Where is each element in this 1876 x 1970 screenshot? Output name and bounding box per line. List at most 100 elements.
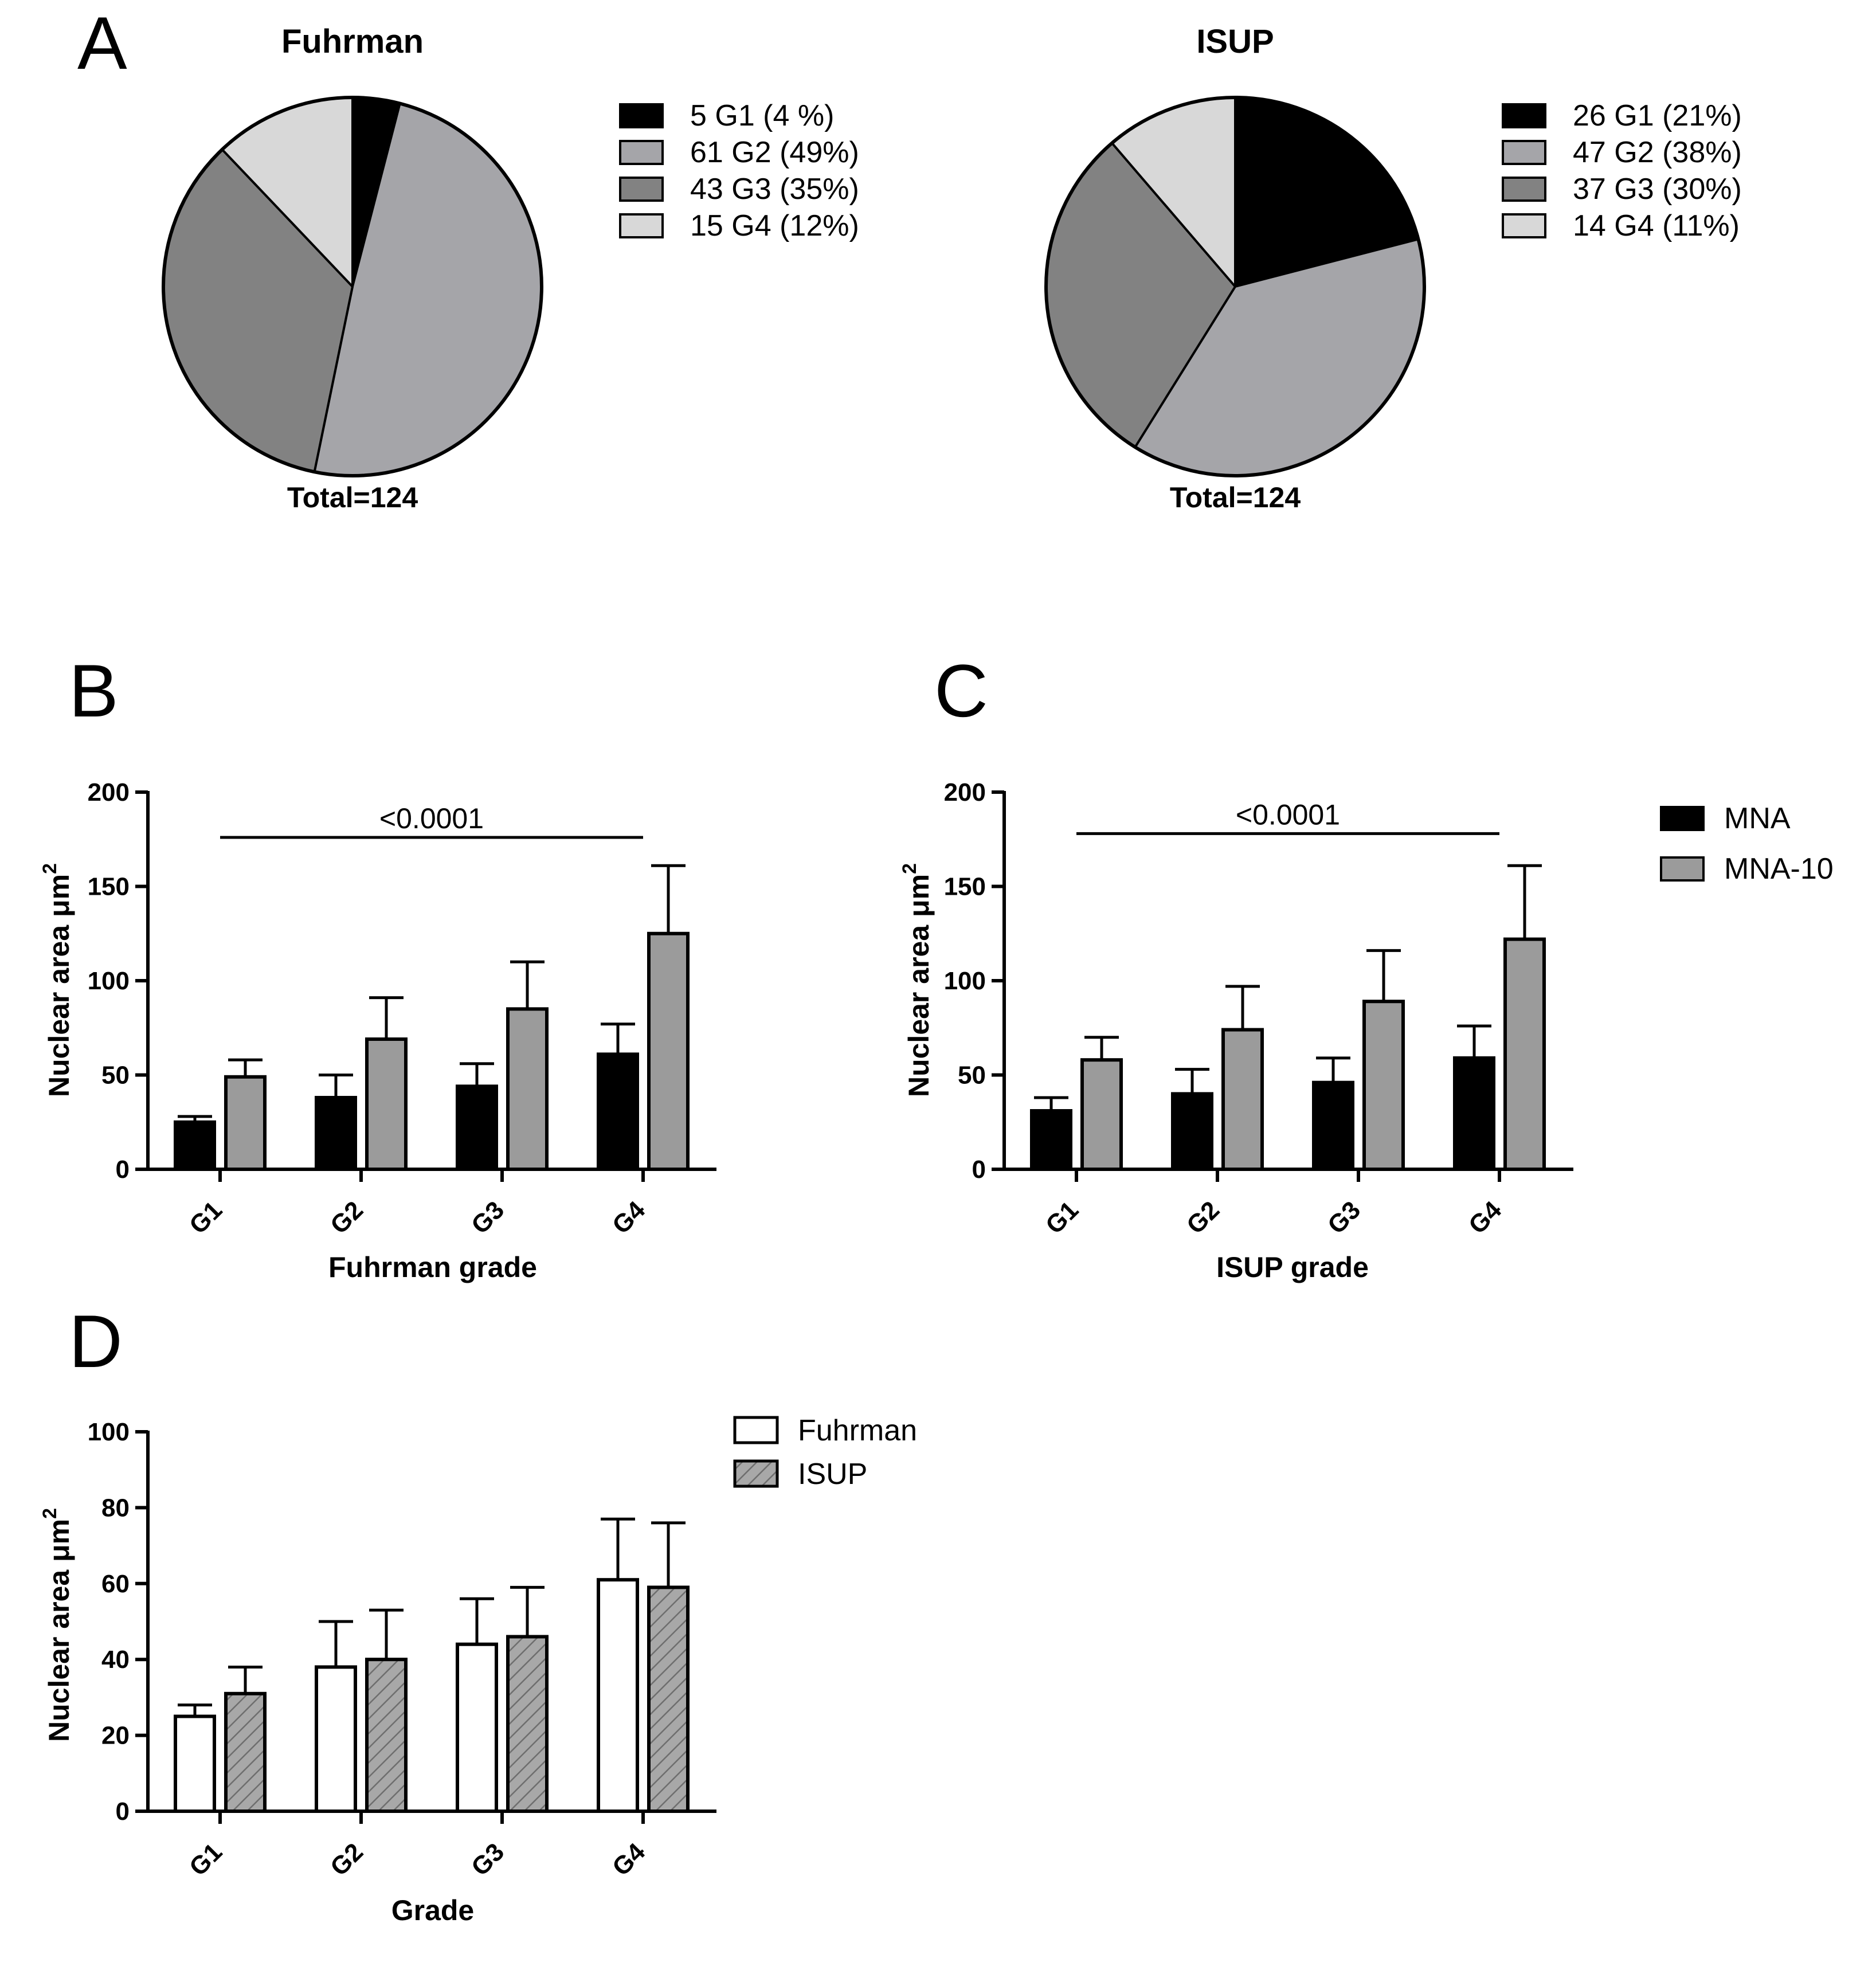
legend-label-isup-g3: 37 G3 (30%) — [1573, 173, 1742, 206]
grade-comparison-bar-chart: G1 G2 G3 G4 0 20 40 60 80 100 Grade Nuclear area … — [39, 1414, 917, 1926]
legend-label-isup-g1: 26 G1 (21%) — [1573, 99, 1742, 132]
bar-fuhrman-g1 — [174, 1714, 216, 1813]
x-tick-label-g2: G2 — [325, 1196, 369, 1239]
y-tick-label: 200 — [944, 778, 986, 806]
bar-isup-g4 — [647, 1585, 690, 1813]
bar-mna-g1 — [1030, 1109, 1072, 1172]
x-tick-label-g3: G3 — [466, 1838, 510, 1881]
x-tick-label-g1: G1 — [184, 1196, 228, 1239]
legend-swatch-isup-g3 — [1502, 177, 1546, 202]
x-axis-title-c: ISUP grade — [1216, 1251, 1369, 1283]
bar-mna-g3 — [456, 1084, 498, 1171]
legend-swatch-fuhrman-g4 — [619, 213, 664, 238]
fuhrman-pie-title: Fuhrman — [281, 23, 424, 60]
isup-pie-legend: 26 G1 (21%) 47 G2 (38%) 37 G3 (30%) 14 G… — [1502, 99, 1742, 242]
y-axis-title-d: Nuclear area μm2 — [39, 1508, 75, 1742]
pie-outline — [162, 96, 543, 477]
x-tick-label-g1: G1 — [1040, 1196, 1084, 1239]
fuhrman-pie-legend: 5 G1 (4 %) 61 G2 (49%) 43 G3 (35%) 15 G4… — [619, 99, 859, 242]
x-tick-label-g2: G2 — [1181, 1196, 1225, 1239]
x-tick-label-g3: G3 — [1322, 1196, 1366, 1239]
bar-mna-g2 — [315, 1095, 357, 1171]
y-tick-label: 150 — [944, 873, 986, 901]
y-tick-label: 50 — [958, 1062, 986, 1090]
bar-isup-g3 — [506, 1635, 549, 1813]
legend-swatch-fuhrman-g3 — [619, 177, 664, 202]
x-tick-label-g1: G1 — [184, 1838, 228, 1881]
legend-swatch-isup-g2 — [1502, 140, 1546, 165]
legend-label-isup-g4: 14 G4 (11%) — [1573, 209, 1740, 242]
y-axis-title-b-main: Nuclear area μm — [43, 874, 75, 1097]
x-tick-label-g3: G3 — [466, 1196, 510, 1239]
fuhrman-bar-chart: G1 G2 G3 G4 0 50 100 150 200 <0.0001 Fuhrman grad… — [39, 778, 716, 1283]
legend-label-fuhrman-g1: 5 G1 (4 %) — [690, 99, 834, 132]
bar-mna10-g3 — [1362, 1000, 1405, 1171]
bar-mna-g3 — [1312, 1080, 1354, 1172]
y-tick-label: 20 — [101, 1722, 130, 1750]
x-axis-title-b: Fuhrman grade — [328, 1251, 537, 1283]
significance-label: <0.0001 — [1236, 798, 1340, 831]
isup-pie-total: Total=124 — [1170, 481, 1301, 514]
y-axis-title-c: Nuclear area μm2 — [899, 863, 935, 1097]
bar-fuhrman-g3 — [456, 1642, 498, 1813]
legend-swatch-fuhrman-g2 — [619, 140, 664, 165]
bar-mna-g1 — [174, 1120, 216, 1171]
x-tick-label-g4: G4 — [1463, 1196, 1507, 1240]
x-tick-label-g4: G4 — [607, 1838, 651, 1882]
bar-mna-g4 — [597, 1052, 639, 1172]
y-tick-label: 150 — [88, 873, 130, 901]
isup-pie-title: ISUP — [1196, 23, 1274, 60]
bar-mna-g4 — [1453, 1056, 1495, 1172]
legend-label-isup-g2: 47 G2 (38%) — [1573, 136, 1742, 169]
legend-swatch-isup-g4 — [1502, 213, 1546, 238]
isup-bar-chart: G1 G2 G3 G4 0 50 100 150 200 <0.0001 ISUP grade N… — [899, 778, 1834, 1283]
legend-label-fuhrman-g4: 15 G4 (12%) — [690, 209, 859, 242]
legend-swatch-fuhrman — [733, 1416, 779, 1444]
legend-label-isup: ISUP — [798, 1458, 867, 1491]
y-tick-label: 0 — [972, 1156, 986, 1184]
legend-swatch-isup-g1 — [1502, 103, 1546, 128]
panel-label-b: B — [69, 649, 119, 733]
legend-label-mna: MNA — [1724, 802, 1791, 835]
y-tick-label: 80 — [101, 1494, 130, 1522]
grade-legend: Fuhrman ISUP — [733, 1414, 917, 1491]
y-axis-title-b-sup: 2 — [39, 863, 61, 874]
y-tick-label: 100 — [944, 967, 986, 995]
legend-label-fuhrman-g3: 43 G3 (35%) — [690, 173, 859, 206]
y-tick-label: 200 — [88, 778, 130, 806]
bar-mna10-g1 — [224, 1075, 267, 1172]
bar-mna10-g2 — [1221, 1028, 1264, 1172]
fuhrman-pie-chart: Fuhrman Total=124 5 G1 (4 %) 61 G2 (49%)… — [162, 23, 859, 514]
y-tick-label: 60 — [101, 1570, 130, 1598]
panel-label-c: C — [934, 649, 988, 733]
bar-mna-g2 — [1171, 1092, 1213, 1172]
legend-swatch-isup — [733, 1459, 779, 1488]
y-axis-title-d-main: Nuclear area μm — [43, 1519, 75, 1742]
mna-legend: MNA MNA-10 — [1660, 802, 1834, 886]
legend-swatch-fuhrman-g1 — [619, 103, 664, 128]
y-tick-label: 0 — [116, 1156, 130, 1184]
y-tick-label: 100 — [88, 1418, 130, 1446]
bar-mna10-g1 — [1080, 1058, 1123, 1172]
bar-mna10-g3 — [506, 1007, 549, 1171]
bar-mna10-g2 — [365, 1037, 408, 1171]
y-axis-title-d-sup: 2 — [39, 1508, 61, 1519]
y-tick-label: 0 — [116, 1797, 130, 1826]
legend-label-fuhrman-g2: 61 G2 (49%) — [690, 136, 859, 169]
y-axis-title-c-main: Nuclear area μm — [903, 874, 935, 1097]
bar-isup-g2 — [365, 1658, 408, 1813]
fuhrman-pie-total: Total=124 — [287, 481, 418, 514]
isup-pie-chart: ISUP Total=124 26 G1 (21%) 47 G2 (38%) 3… — [1044, 23, 1742, 514]
legend-swatch-mna10 — [1660, 856, 1705, 882]
y-axis-title-b: Nuclear area μm2 — [39, 863, 75, 1097]
bar-fuhrman-g2 — [315, 1665, 357, 1813]
y-axis-title-c-sup: 2 — [899, 863, 921, 874]
significance-label: <0.0001 — [379, 802, 484, 835]
bar-mna10-g4 — [1503, 937, 1546, 1171]
y-tick-label: 50 — [101, 1062, 130, 1090]
bar-isup-g1 — [224, 1691, 267, 1814]
panel-label-d: D — [69, 1299, 123, 1383]
bar-mna10-g4 — [647, 931, 690, 1171]
x-tick-label-g4: G4 — [607, 1196, 651, 1240]
